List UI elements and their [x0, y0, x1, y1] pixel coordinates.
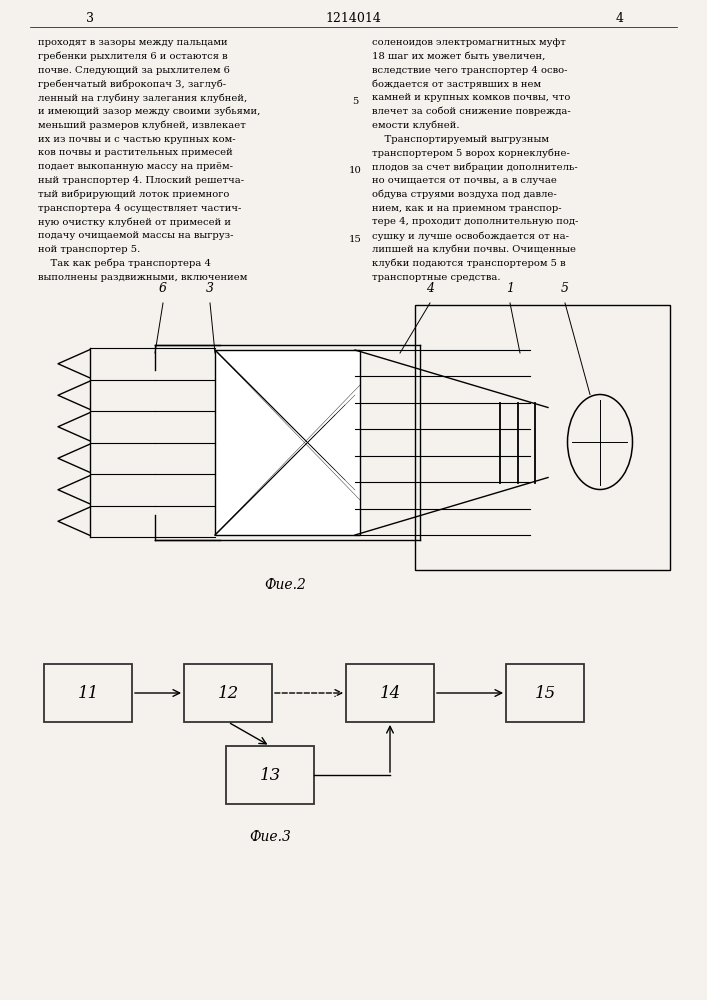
- Text: почве. Следующий за рыхлителем 6: почве. Следующий за рыхлителем 6: [38, 66, 230, 75]
- Text: 12: 12: [217, 684, 239, 702]
- Text: 1: 1: [506, 282, 514, 295]
- Text: 13: 13: [259, 766, 281, 784]
- Text: но очищается от почвы, а в случае: но очищается от почвы, а в случае: [372, 176, 557, 185]
- Text: их из почвы и с частью крупных ком-: их из почвы и с частью крупных ком-: [38, 135, 235, 144]
- Text: 3: 3: [206, 282, 214, 295]
- Text: 18 шаг их может быть увеличен,: 18 шаг их может быть увеличен,: [372, 52, 545, 61]
- Text: липшей на клубни почвы. Очищенные: липшей на клубни почвы. Очищенные: [372, 245, 576, 254]
- Text: проходят в зазоры между пальцами: проходят в зазоры между пальцами: [38, 38, 228, 47]
- Text: бождается от застрявших в нем: бождается от застрявших в нем: [372, 79, 541, 89]
- Bar: [226, 746, 314, 804]
- Text: 10: 10: [349, 166, 361, 175]
- Text: ный транспортер 4. Плоский решетча-: ный транспортер 4. Плоский решетча-: [38, 176, 244, 185]
- Text: Фие.3: Фие.3: [249, 830, 291, 844]
- Text: 15: 15: [534, 684, 556, 702]
- Text: ков почвы и растительных примесей: ков почвы и растительных примесей: [38, 148, 233, 157]
- Text: 1214014: 1214014: [325, 11, 381, 24]
- Text: тере 4, проходит дополнительную под-: тере 4, проходит дополнительную под-: [372, 217, 578, 226]
- Bar: [415, 305, 670, 570]
- Text: влечет за собой снижение поврежда-: влечет за собой снижение поврежда-: [372, 107, 571, 116]
- Text: гребенки рыхлителя 6 и остаются в: гребенки рыхлителя 6 и остаются в: [38, 52, 228, 61]
- Text: 15: 15: [349, 235, 361, 244]
- Text: Фие.2: Фие.2: [264, 578, 306, 592]
- Text: вследствие чего транспортер 4 осво-: вследствие чего транспортер 4 осво-: [372, 66, 568, 75]
- Text: 3: 3: [86, 11, 94, 24]
- Text: транспортера 4 осуществляет частич-: транспортера 4 осуществляет частич-: [38, 204, 241, 213]
- Text: тый вибрирующий лоток приемного: тый вибрирующий лоток приемного: [38, 190, 229, 199]
- Text: транспортером 5 ворох корнеклубне-: транспортером 5 ворох корнеклубне-: [372, 148, 570, 158]
- Bar: [215, 350, 360, 535]
- Text: 5: 5: [352, 97, 358, 106]
- Text: 14: 14: [380, 684, 401, 702]
- Text: гребенчатый виброкопач 3, заглуб-: гребенчатый виброкопач 3, заглуб-: [38, 79, 226, 89]
- Text: ную очистку клубней от примесей и: ную очистку клубней от примесей и: [38, 217, 231, 227]
- Text: подачу очищаемой массы на выгруз-: подачу очищаемой массы на выгруз-: [38, 231, 233, 240]
- Text: и имеющий зазор между своими зубьями,: и имеющий зазор между своими зубьями,: [38, 107, 260, 116]
- Text: транспортные средства.: транспортные средства.: [372, 273, 501, 282]
- Bar: [44, 664, 132, 722]
- Text: клубки подаются транспортером 5 в: клубки подаются транспортером 5 в: [372, 259, 566, 268]
- Text: ной транспортер 5.: ной транспортер 5.: [38, 245, 140, 254]
- Text: подает выкопанную массу на приём-: подает выкопанную массу на приём-: [38, 162, 233, 171]
- Text: 11: 11: [77, 684, 98, 702]
- Bar: [506, 664, 584, 722]
- Bar: [346, 664, 434, 722]
- Text: 4: 4: [426, 282, 434, 295]
- Text: ленный на глубину залегания клубней,: ленный на глубину залегания клубней,: [38, 93, 247, 103]
- Text: сушку и лучше освобождается от на-: сушку и лучше освобождается от на-: [372, 231, 569, 241]
- Text: Транспортируемый выгрузным: Транспортируемый выгрузным: [372, 135, 549, 144]
- Text: соленоидов электромагнитных муфт: соленоидов электромагнитных муфт: [372, 38, 566, 47]
- Text: обдува струями воздуха под давле-: обдува струями воздуха под давле-: [372, 190, 556, 199]
- Text: выполнены раздвижными, включением: выполнены раздвижными, включением: [38, 273, 247, 282]
- Text: камней и крупных комков почвы, что: камней и крупных комков почвы, что: [372, 93, 571, 102]
- Text: Так как ребра транспортера 4: Так как ребра транспортера 4: [38, 259, 211, 268]
- Text: меньший размеров клубней, извлекает: меньший размеров клубней, извлекает: [38, 121, 246, 130]
- Bar: [184, 664, 272, 722]
- Text: нием, как и на приемном транспор-: нием, как и на приемном транспор-: [372, 204, 561, 213]
- Text: 6: 6: [159, 282, 167, 295]
- Text: 4: 4: [616, 11, 624, 24]
- Text: емости клубней.: емости клубней.: [372, 121, 460, 130]
- Text: 5: 5: [561, 282, 569, 295]
- Text: плодов за счет вибрации дополнитель-: плодов за счет вибрации дополнитель-: [372, 162, 578, 172]
